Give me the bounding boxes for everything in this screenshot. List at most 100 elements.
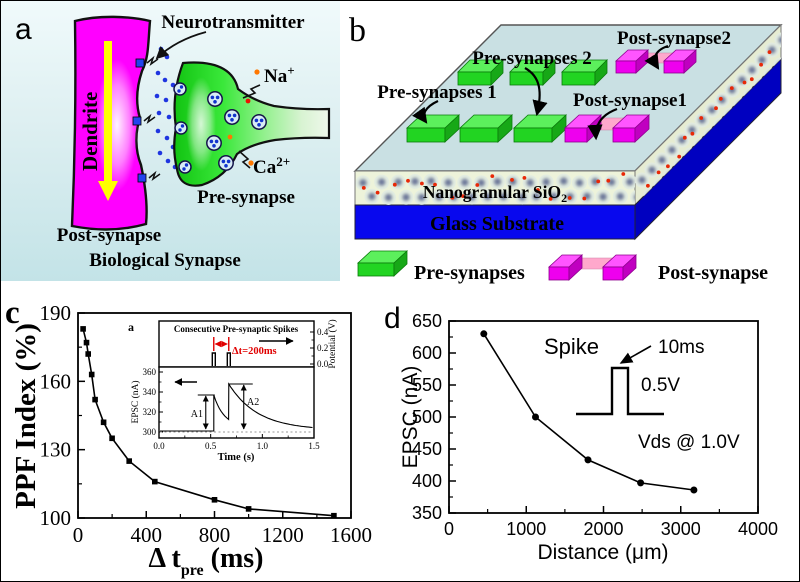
granule-core [748,66,756,74]
neurotransmitter-label: Neurotransmitter [161,12,305,33]
dopant-dot [729,86,734,90]
data-point [480,330,488,338]
dopant-dot [490,174,495,179]
inset-left-tick-label: 360 [143,367,157,377]
data-point [83,339,90,346]
y-tick-label: 650 [412,311,442,331]
x-tick-label: 0 [444,519,454,539]
legend-post-bar-front [548,266,570,281]
granule-core [668,146,676,154]
pre-synapse-bar-side [594,59,608,86]
y-tick-label: 600 [412,343,442,363]
panel-a: Dendrite [1,1,340,281]
data-point [690,486,698,494]
pre-synapse-bar-front [459,127,499,143]
granule-core [532,192,540,201]
panel-a-caption: Biological Synapse [89,250,241,271]
x-tick-label: 1000 [506,519,546,539]
vesicle-dots [177,85,264,171]
presynaptic-pulse [211,352,216,366]
ppf-chart: 0 400 800 1200 1600 100 130 160 190 [40,301,373,547]
annotation-arrows [412,44,669,141]
vesicle-dot [209,139,214,144]
y-tick-label: 130 [40,438,72,462]
dopant-dot [536,188,540,192]
pre-synapse-bar-front [513,127,553,143]
dopant-dot [621,172,626,176]
spike-label: Spike [544,334,599,359]
dopant-dot [742,80,747,85]
dopant-dot [718,96,723,101]
granule-core [688,126,696,134]
y-tick-label: 500 [412,407,442,427]
y-tick-label: 450 [412,439,442,459]
panel-a-letter: a [15,13,32,46]
ppf-xlabel: Δ tpre (ms) [148,543,263,579]
granule-core [633,194,635,200]
dopant-dot [656,170,661,175]
legend-post-bar-side [622,254,637,281]
granules-front [355,172,635,205]
vesicle-dot [179,85,184,89]
dopant-dot [759,62,763,67]
vesicle-dot [221,159,226,164]
nanogranular-label: Nanogranular SiO2 [423,182,567,205]
x-tick-label: 800 [199,523,231,547]
post1-bar-front [564,127,588,143]
legend-pre-label: Pre-synapses [414,262,525,284]
dopant-dot [375,190,380,195]
granule-core [359,179,367,187]
panel-c-letter: c [5,295,20,331]
pre-synapse-bar-front [406,127,446,143]
bias-label: Vds @ 1.0V [638,432,740,453]
granule-core [368,192,376,201]
inset-left-tick-label: 320 [143,407,157,417]
granule-core [444,179,452,187]
epsc-xlabel: Distance (μm) [537,541,668,564]
inset-dt-label: Δt=200ms [232,346,277,357]
postsynapse-label: Post-synapse [57,225,162,246]
inset-x-tick-label: 0.0 [153,441,165,451]
vesicle-dot [230,118,234,122]
pulse-width-label: 10ms [658,337,704,358]
granule-core [484,193,492,201]
x-tick-label: 1200 [262,523,304,547]
y-tick-label: 100 [40,506,72,530]
na-ion-dot2 [245,98,251,104]
vesicle-dot [212,144,216,148]
granule-core [418,193,426,202]
pre-synapse-bar-side [497,114,513,143]
dopant-dot [420,181,424,186]
granule [630,190,635,205]
inset-a1-label: A1 [191,409,203,420]
pre-synapses-2-label: Pre-synapses 2 [472,48,591,69]
vesicle-dot [182,167,186,171]
inset-x-tick-label: 1.0 [257,441,269,451]
dopant-dot [596,179,601,184]
inset-left-tick-label: 340 [143,387,157,397]
granule-core [493,178,502,186]
y-tick-label: 550 [412,375,442,395]
granule-core [638,176,646,184]
dopant-dot [461,194,465,199]
vesicle-dot [184,163,189,167]
inset-x-tick-label: 0.5 [205,441,217,451]
granule-core [778,36,781,44]
dopant-dot [582,196,587,201]
vesicles [173,82,267,174]
receptor-squares [132,58,147,183]
inset-xlabel: Time (s) [218,452,255,463]
granule [784,48,799,63]
granule-core [658,156,666,164]
ion-squiggles [238,84,261,169]
y-tick-label: 400 [412,471,442,491]
granule [774,32,781,48]
granule-core [477,179,485,187]
pre-synapse-bar-side [542,59,556,86]
vesicle-dot [213,100,217,104]
inset-right-tick-label: 0.2 [317,343,328,353]
vesicle-dot [254,118,259,123]
granule-core [427,177,435,185]
legend-post-bar-side [568,254,583,281]
epsc-trace [160,382,313,432]
